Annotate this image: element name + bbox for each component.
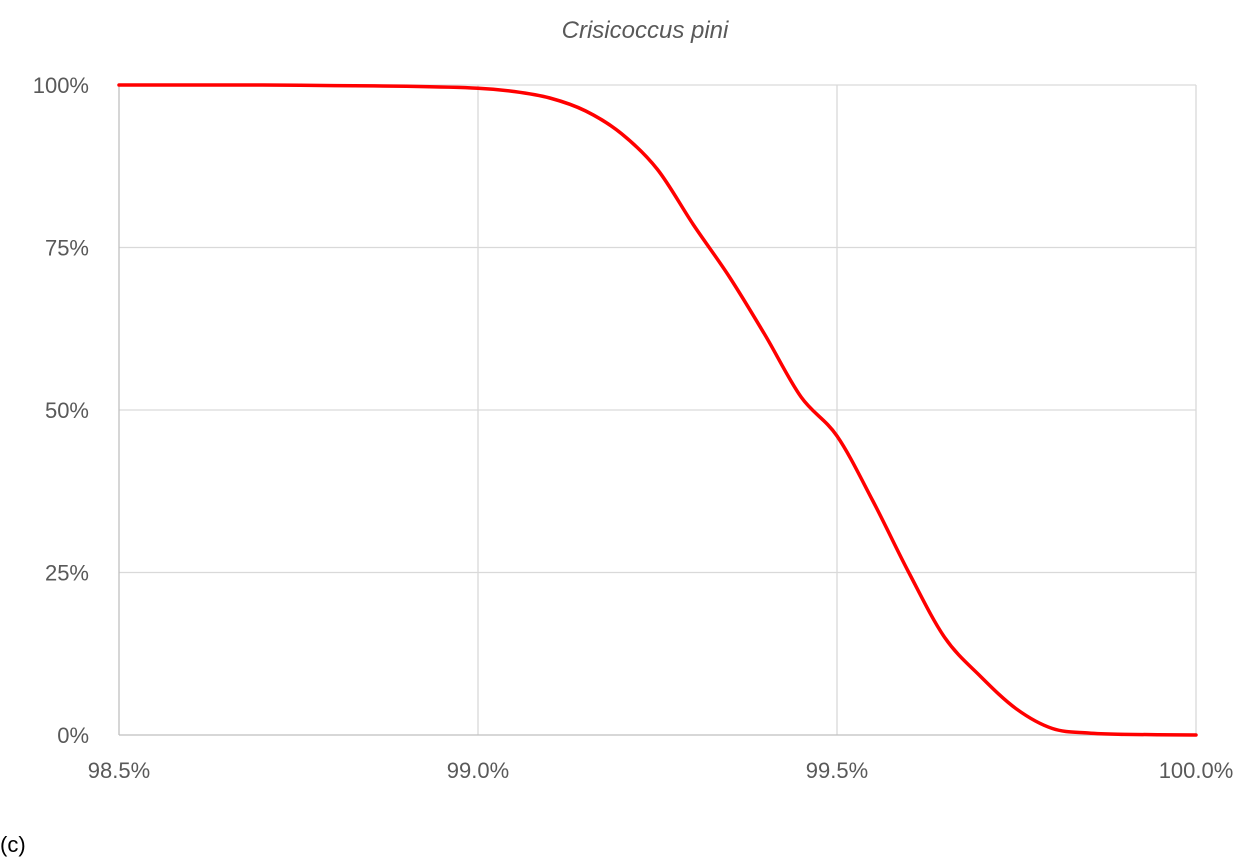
- y-tick-label: 25%: [45, 561, 89, 586]
- axes: [118, 85, 1196, 736]
- y-tick-label: 100%: [33, 73, 89, 98]
- x-tick-label: 99.0%: [447, 758, 509, 783]
- x-tick-label: 98.5%: [88, 758, 150, 783]
- chart-title: Crisicoccus pini: [562, 17, 729, 44]
- y-tick-label: 50%: [45, 398, 89, 423]
- x-tick-label: 99.5%: [806, 758, 868, 783]
- tick-labels: 0% 25% 50% 75% 100% 98.5% 99.0% 99.5% 100.0%: [33, 73, 1234, 783]
- panel-label: (c): [0, 832, 26, 857]
- y-tick-label: 0%: [57, 723, 89, 748]
- series-layer: [117, 83, 1198, 737]
- x-tick-label: 100.0%: [1159, 758, 1234, 783]
- grid: [119, 84, 1197, 735]
- y-tick-label: 75%: [45, 236, 89, 261]
- series-line: [117, 83, 1198, 737]
